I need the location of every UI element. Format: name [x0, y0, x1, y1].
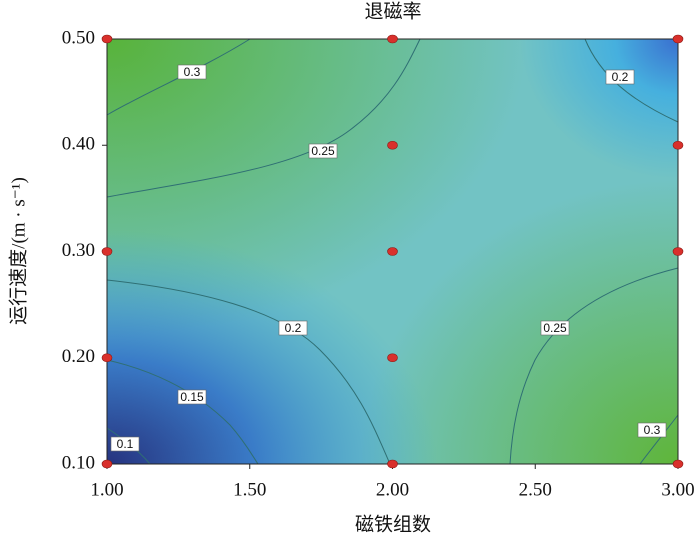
contour-label-box: [110, 436, 140, 452]
x-tick-label: 2.50: [519, 479, 552, 500]
design-point: [672, 140, 684, 150]
contour-background: [107, 39, 678, 464]
design-point: [387, 459, 398, 469]
contour-label-box: [308, 143, 338, 159]
contour-label: 0.25: [543, 321, 567, 335]
contour-label: 0.1: [117, 437, 134, 451]
contour-line: [106, 38, 251, 116]
contour-label-box: [540, 320, 570, 336]
contour-label-box: [605, 69, 635, 85]
design-point: [387, 140, 398, 150]
contour-label-box: [278, 320, 308, 336]
chart-title: 退磁率: [364, 0, 421, 22]
x-tick-label: 1.50: [233, 479, 266, 500]
contour-line: [106, 359, 259, 465]
y-tick-label: 0.20: [62, 346, 95, 367]
y-axis-label: 运行速度/(m · s⁻¹): [7, 177, 29, 325]
contour-line: [106, 38, 421, 198]
contour-label: 0.15: [180, 390, 204, 404]
design-point: [387, 353, 398, 363]
y-tick-label: 0.30: [62, 240, 95, 261]
contour-line: [106, 279, 391, 465]
contour-label-box: [177, 389, 207, 405]
y-tick-label: 0.10: [62, 452, 95, 473]
contour-line: [584, 38, 679, 123]
design-point: [387, 247, 398, 256]
contour-label: 0.2: [285, 321, 302, 335]
y-tick-label: 0.40: [62, 134, 95, 155]
design-point: [101, 247, 113, 256]
design-point: [672, 247, 684, 256]
y-tick-label: 0.50: [62, 27, 95, 48]
contour-label-box: [637, 422, 667, 438]
contour-label: 0.3: [644, 423, 661, 437]
contour-label: 0.3: [184, 65, 201, 79]
design-point: [101, 459, 113, 469]
contour-label: 0.25: [311, 144, 335, 158]
contour-label-box: [177, 64, 207, 80]
x-tick-label: 1.00: [90, 479, 123, 500]
design-point: [672, 34, 684, 44]
x-tick-label: 3.00: [661, 479, 694, 500]
x-axis-label: 磁铁组数: [355, 513, 431, 535]
design-point: [387, 34, 398, 44]
contour-label: 0.2: [612, 70, 629, 84]
contour-line: [509, 267, 679, 465]
x-tick-label: 2.00: [376, 479, 409, 500]
design-point: [672, 459, 684, 469]
design-point: [101, 34, 113, 44]
contour-line: [639, 414, 679, 465]
design-point: [101, 353, 113, 363]
